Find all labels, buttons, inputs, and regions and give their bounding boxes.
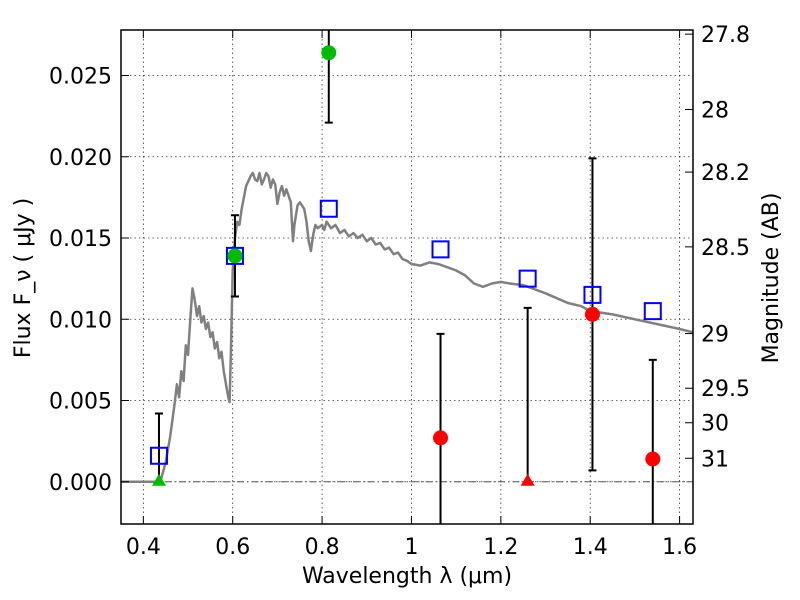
- y-tick-label: 0.000: [49, 471, 112, 496]
- measured-flux-point: [321, 45, 337, 61]
- model-photometry-square: [518, 269, 537, 288]
- y-tick-label: 0.005: [49, 390, 112, 415]
- x-axis-title: Wavelength λ (μm): [302, 564, 512, 589]
- x-tick-label: 0.4: [126, 535, 161, 560]
- y2-tick-label: 28.5: [701, 236, 750, 261]
- model-photometry-square: [583, 285, 602, 304]
- model-photometry-square: [643, 302, 662, 321]
- y2-tick-label: 28.2: [701, 161, 750, 186]
- y-tick-label: 0.025: [49, 65, 112, 90]
- model-photometry-square: [319, 199, 338, 218]
- plot-frame: [120, 29, 694, 525]
- y-tick-label: 0.015: [49, 227, 112, 252]
- x-tick-label: 1.4: [573, 535, 608, 560]
- measured-flux-point: [433, 430, 449, 446]
- y2-tick-label: 29.5: [701, 377, 750, 402]
- upper-limit-triangle: [520, 473, 535, 486]
- y2-tick-label: 27.8: [701, 23, 750, 48]
- tick-labels: 0.4 0.6 0.8 1 1.2 1.4 1.6 0.000 0.005 0.010 0.015 0…: [49, 23, 750, 560]
- y2-axis-title: Magnitude (AB): [759, 193, 784, 364]
- y2-tick-label: 28: [701, 98, 729, 123]
- x-tick-label: 0.6: [215, 535, 250, 560]
- axis-ticks: [121, 30, 693, 524]
- y2-tick-label: 30: [701, 412, 729, 437]
- x-tick-label: 1.2: [483, 535, 518, 560]
- x-tick-label: 1: [404, 535, 418, 560]
- model-photometry-square: [431, 240, 450, 259]
- grid: [121, 30, 693, 524]
- y-tick-label: 0.010: [49, 308, 112, 333]
- sed-model: [121, 171, 693, 484]
- y-axis-title: Flux F_ν ( μJy ): [11, 198, 36, 358]
- y2-tick-label: 29: [701, 323, 729, 348]
- x-tick-label: 1.6: [662, 535, 697, 560]
- y2-tick-label: 31: [701, 447, 729, 472]
- x-tick-label: 0.8: [305, 535, 340, 560]
- plot-background: [121, 30, 693, 524]
- sed-model-curve: [121, 171, 693, 484]
- data-markers: [149, 45, 662, 486]
- measured-flux-point: [227, 248, 243, 264]
- upper-limit-triangle: [151, 473, 166, 486]
- measured-flux-point: [584, 306, 600, 322]
- measured-flux-point: [645, 451, 661, 467]
- y-tick-label: 0.020: [49, 146, 112, 171]
- model-photometry-square: [225, 246, 244, 265]
- model-photometry-square: [149, 446, 168, 465]
